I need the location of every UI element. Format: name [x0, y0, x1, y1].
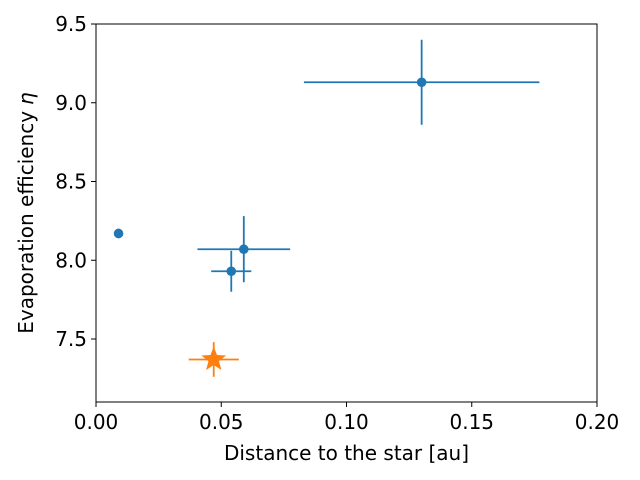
circle-marker	[416, 77, 427, 88]
y-axis-label-text: Evaporation efficiency	[14, 111, 38, 334]
circle-marker	[226, 266, 237, 277]
data-point	[303, 39, 540, 125]
data-point	[211, 250, 252, 292]
circle-marker	[113, 228, 124, 239]
data-point	[197, 216, 291, 283]
plot-frame	[95, 23, 598, 403]
x-tick-label: 0.00	[74, 410, 119, 434]
y-axis-label: Evaporation efficiency η	[14, 92, 38, 334]
ticks-layer: 0.00 0.05 0.10 0.15 0.20 7.5 8.0 8.5 9.0 9.5	[55, 12, 619, 434]
y-tick-label: 8.5	[55, 170, 87, 194]
x-axis-label: Distance to the star [au]	[224, 441, 469, 465]
y-axis-label-symbol: η	[14, 92, 38, 105]
y-tick-label: 9.0	[55, 91, 87, 115]
x-tick-label: 0.10	[324, 410, 369, 434]
data-point	[113, 228, 124, 239]
x-tick-label: 0.20	[575, 410, 620, 434]
x-tick-label: 0.15	[449, 410, 494, 434]
y-tick-label: 7.5	[55, 327, 87, 351]
points-layer	[113, 39, 540, 377]
x-tick-label: 0.05	[199, 410, 244, 434]
star-point	[188, 342, 239, 377]
y-tick-label: 8.0	[55, 248, 87, 272]
star-marker	[201, 346, 227, 370]
circle-marker	[238, 244, 249, 255]
y-tick-label: 9.5	[55, 12, 87, 36]
